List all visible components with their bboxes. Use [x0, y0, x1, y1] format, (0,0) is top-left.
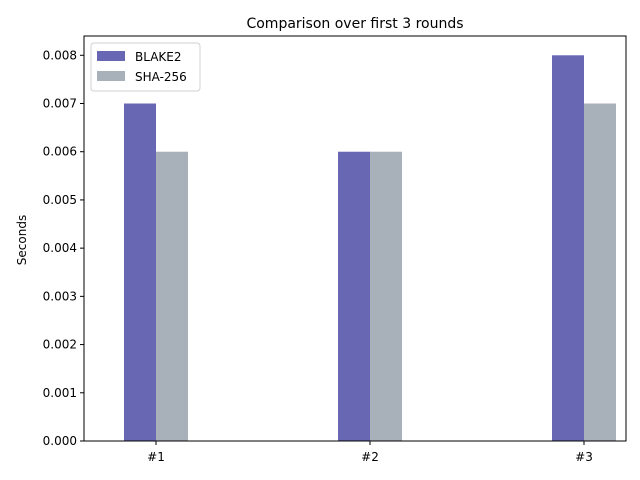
- x-tick-label: #2: [361, 450, 379, 464]
- y-tick-label: 0.003: [43, 289, 77, 303]
- y-tick-label: 0.001: [43, 386, 77, 400]
- y-tick-label: 0.004: [43, 241, 77, 255]
- x-tick-label: #1: [147, 450, 165, 464]
- bar-blake2-3: [552, 55, 584, 442]
- axes-frame: [83, 35, 627, 442]
- y-tick-label: 0.007: [43, 97, 77, 111]
- legend: BLAKE2 SHA-256: [90, 42, 201, 92]
- bar-sha-256-2: [370, 151, 402, 441]
- y-tick-label: 0.005: [43, 193, 77, 207]
- bar-blake2-2: [338, 151, 370, 441]
- legend-label-blake2: BLAKE2: [135, 50, 182, 64]
- plot-area: 0.000 0.001 0.002 0.003 0.004 0.005 0.006 0.007…: [43, 35, 627, 464]
- legend-label-sha-256: SHA-256: [135, 70, 187, 84]
- x-tick-label: #3: [575, 450, 593, 464]
- bar-blake2-1: [124, 103, 156, 441]
- y-tick-label: 0.000: [43, 434, 77, 448]
- chart-title: Comparison over first 3 rounds: [246, 16, 463, 32]
- y-tick-label: 0.008: [43, 48, 77, 62]
- y-tick-label: 0.006: [43, 145, 77, 159]
- y-axis-label: Seconds: [15, 215, 29, 265]
- legend-swatch-sha-256: [97, 71, 125, 81]
- bar-sha-256-1: [156, 151, 188, 441]
- legend-swatch-blake2: [97, 51, 125, 61]
- bar-sha-256-3: [584, 103, 616, 441]
- y-tick-label: 0.002: [43, 338, 77, 352]
